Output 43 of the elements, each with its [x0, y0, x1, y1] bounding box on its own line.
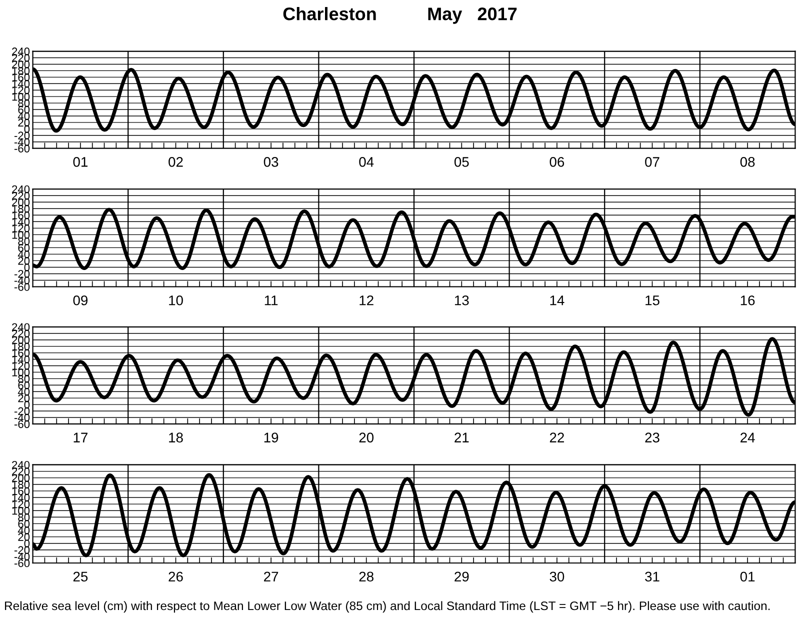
x-tick-label: 05: [454, 157, 469, 167]
x-tick-label: 10: [169, 295, 183, 306]
x-tick-label: 30: [550, 572, 564, 582]
x-tick-label: 14: [550, 296, 564, 306]
x-tick-label: 13: [454, 295, 469, 306]
y-tick-label: 200: [12, 336, 30, 344]
x-tick-label: 29: [454, 572, 469, 582]
x-tick-label: 24: [740, 432, 755, 442]
x-tick-label: 07: [645, 157, 660, 167]
x-tick-label: 09: [73, 295, 88, 306]
text: Relative sea level (cm) with respect to Mean Lower Low Water (85 cm) and Local Standard Time (LST = GMT −5 hr). Please use with caution.: [5, 601, 770, 613]
x-tick-label: 15: [646, 296, 660, 306]
x-tick-label: 12: [360, 295, 374, 306]
x-tick-label: 17: [74, 432, 88, 442]
y-tick-label: -60: [14, 283, 30, 291]
x-tick-label: 26: [168, 572, 183, 582]
x-tick-label: 01: [73, 157, 88, 167]
y-tick-label: -60: [14, 144, 30, 152]
x-tick-label: 08: [740, 157, 755, 167]
x-tick-label: 18: [169, 432, 183, 442]
y-tick-label: 20: [18, 533, 30, 541]
x-tick-label: 20: [359, 432, 374, 442]
y-tick-label: -40: [14, 552, 30, 561]
x-tick-label: 16: [740, 295, 755, 306]
y-tick-label: -20: [14, 132, 30, 140]
x-tick-label: 28: [359, 572, 374, 582]
x-tick-label: 19: [264, 432, 278, 442]
x-tick-label: 21: [454, 432, 469, 442]
y-tick-label: -60: [14, 559, 30, 568]
x-tick-label: 11: [264, 296, 278, 306]
x-tick-label: 23: [645, 432, 660, 442]
chart-title: Charleston May 2017: [283, 7, 517, 24]
x-tick-label: 01: [740, 572, 755, 582]
x-tick-label: 27: [264, 572, 278, 582]
x-tick-label: 06: [550, 157, 564, 167]
y-tick-label: -40: [14, 138, 30, 146]
x-tick-label: 22: [550, 432, 564, 442]
x-tick-label: 31: [645, 572, 660, 582]
x-tick-label: 02: [168, 157, 183, 167]
x-tick-label: 03: [264, 157, 278, 167]
y-tick-label: -60: [14, 420, 30, 428]
x-tick-label: 25: [73, 572, 88, 582]
x-tick-label: 04: [359, 157, 374, 167]
